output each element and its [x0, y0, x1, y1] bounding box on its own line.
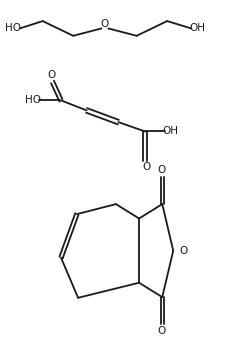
Text: O: O [47, 70, 55, 80]
Text: OH: OH [190, 24, 206, 33]
Text: O: O [157, 326, 165, 336]
Text: HO: HO [25, 95, 41, 105]
Text: O: O [101, 20, 109, 29]
Text: O: O [179, 246, 187, 255]
Text: OH: OH [163, 126, 179, 136]
Text: O: O [142, 162, 151, 172]
Text: O: O [157, 165, 165, 175]
Text: HO: HO [5, 24, 21, 33]
